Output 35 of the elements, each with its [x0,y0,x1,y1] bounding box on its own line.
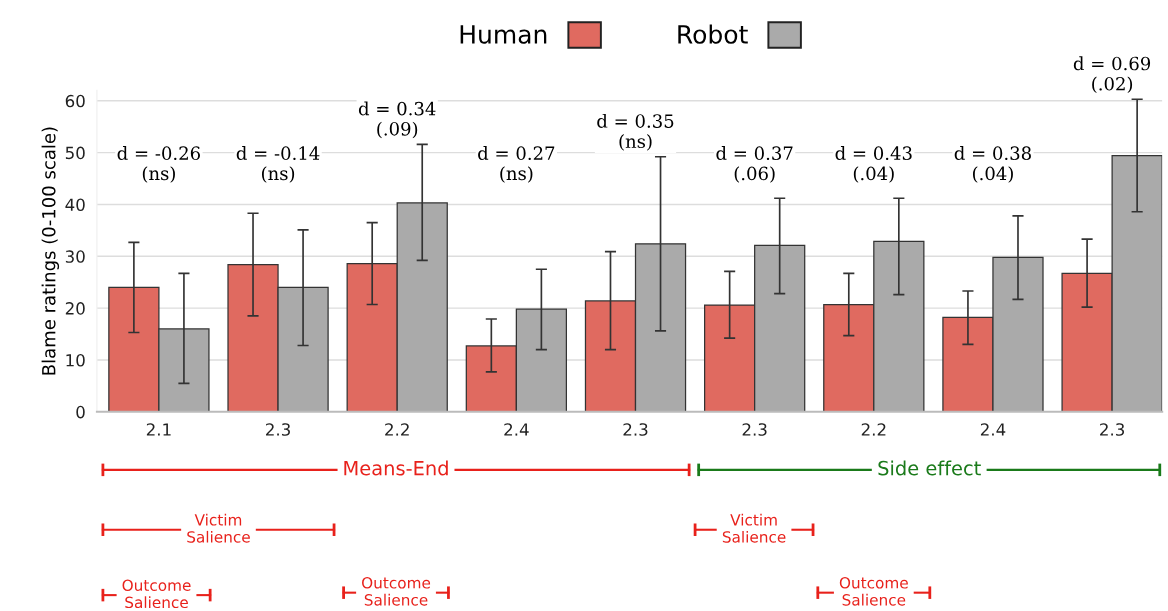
y-tick-label: 10 [66,353,85,367]
text: Means-End [344,460,448,476]
y-tick-label: 50 [65,146,85,160]
annotation: d = 0.43 (.04) [835,146,912,183]
x-tick-label: 2.4 [504,423,529,436]
y-tick-label: 0 [76,405,85,419]
x-tick-label: 2.4 [980,423,1006,436]
annotation: d = 0.38 (.04) [954,146,1031,183]
text: Side effect [878,460,981,476]
text: Victim Salience [187,513,250,543]
annotation: d = -0.14 (ns) [236,146,320,183]
y-tick-label: 40 [65,198,85,212]
annotation: d = -0.26 (ns) [117,146,200,183]
text: Outcome Salience [362,576,431,606]
annotation: d = 0.35 (ns) [597,113,674,151]
x-tick-label: 2.3 [266,423,290,436]
x-tick-label: 2.3 [742,423,767,436]
x-tick-label: 2.3 [623,423,648,436]
y-tick-label: 20 [65,302,85,315]
y-tick-label: 30 [65,250,85,263]
x-tick-label: 2.2 [385,423,409,436]
annotation: d = 0.69 (.02) [1073,56,1151,94]
y-axis-title: Blame ratings (0-100 scale) [41,127,60,375]
x-tick-label: 2.1 [146,423,171,436]
annotation: d = 0.37 (.06) [716,146,793,183]
legend-label: Robot [678,24,748,44]
annotation: d = 0.27 (ns) [478,146,555,183]
text: Outcome Salience [122,579,191,609]
x-tick-label: 2.3 [1100,423,1125,436]
legend-label: Human [460,25,547,44]
text: Victim Salience [722,513,786,543]
x-tick-label: 2.2 [861,423,886,436]
text: Outcome Salience [839,576,908,606]
annotation: d = 0.34 (.09) [358,101,436,139]
y-tick-label: 60 [65,94,85,108]
